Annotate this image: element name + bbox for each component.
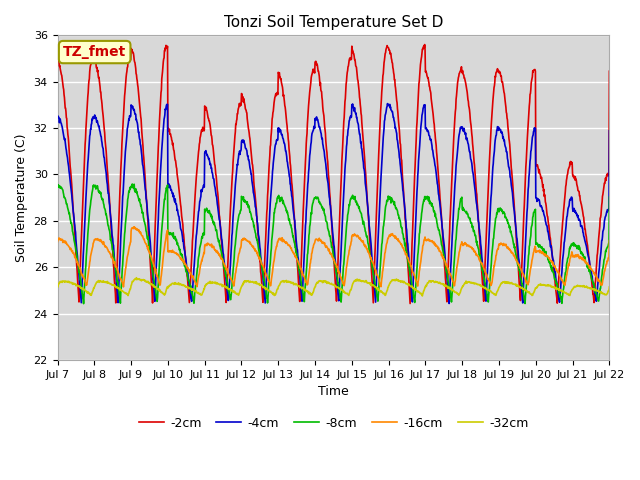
-2cm xyxy=(509,194,517,200)
-2cm xyxy=(175,190,183,195)
-16cm xyxy=(271,252,278,258)
-8cm xyxy=(557,296,565,302)
-4cm xyxy=(509,204,517,209)
-4cm xyxy=(445,300,453,306)
Title: Tonzi Soil Temperature Set D: Tonzi Soil Temperature Set D xyxy=(224,15,443,30)
-4cm xyxy=(175,218,183,224)
-32cm xyxy=(54,285,61,290)
-32cm xyxy=(271,293,278,299)
-4cm xyxy=(284,159,291,165)
-16cm xyxy=(557,276,565,281)
-8cm xyxy=(177,249,184,255)
-16cm xyxy=(54,239,61,244)
-2cm xyxy=(270,100,278,106)
-2cm xyxy=(419,46,426,52)
Line: -8cm: -8cm xyxy=(58,184,609,304)
Line: -4cm: -4cm xyxy=(58,104,609,303)
Line: -2cm: -2cm xyxy=(58,45,609,303)
-4cm xyxy=(270,153,278,159)
-8cm xyxy=(419,202,427,208)
-16cm xyxy=(605,238,613,243)
Text: TZ_fmet: TZ_fmet xyxy=(63,45,126,59)
-32cm xyxy=(132,275,140,281)
-16cm xyxy=(130,224,138,230)
-2cm xyxy=(557,241,565,247)
-4cm xyxy=(605,128,613,134)
-16cm xyxy=(419,243,427,249)
-8cm xyxy=(80,301,88,307)
-32cm xyxy=(419,293,426,299)
-2cm xyxy=(54,55,61,60)
Y-axis label: Soil Temperature (C): Soil Temperature (C) xyxy=(15,133,28,262)
Line: -16cm: -16cm xyxy=(58,227,609,287)
-32cm xyxy=(176,281,184,287)
-16cm xyxy=(120,284,127,290)
Line: -32cm: -32cm xyxy=(58,278,609,296)
-2cm xyxy=(406,300,414,306)
-8cm xyxy=(284,213,292,219)
-32cm xyxy=(557,288,565,294)
-8cm xyxy=(271,206,278,212)
-2cm xyxy=(605,68,613,74)
-2cm xyxy=(284,129,291,134)
-4cm xyxy=(419,111,426,117)
-16cm xyxy=(284,242,292,248)
-8cm xyxy=(509,241,517,247)
-2cm xyxy=(421,42,429,48)
-4cm xyxy=(54,115,61,121)
X-axis label: Time: Time xyxy=(318,385,349,398)
-8cm xyxy=(605,194,613,200)
-4cm xyxy=(383,101,391,107)
-32cm xyxy=(419,291,427,297)
-16cm xyxy=(177,254,184,260)
-32cm xyxy=(284,279,292,285)
-8cm xyxy=(54,183,61,189)
-32cm xyxy=(509,281,517,287)
-8cm xyxy=(129,181,136,187)
Legend: -2cm, -4cm, -8cm, -16cm, -32cm: -2cm, -4cm, -8cm, -16cm, -32cm xyxy=(134,412,533,435)
-16cm xyxy=(509,252,517,258)
-4cm xyxy=(557,279,565,285)
-32cm xyxy=(605,284,613,290)
